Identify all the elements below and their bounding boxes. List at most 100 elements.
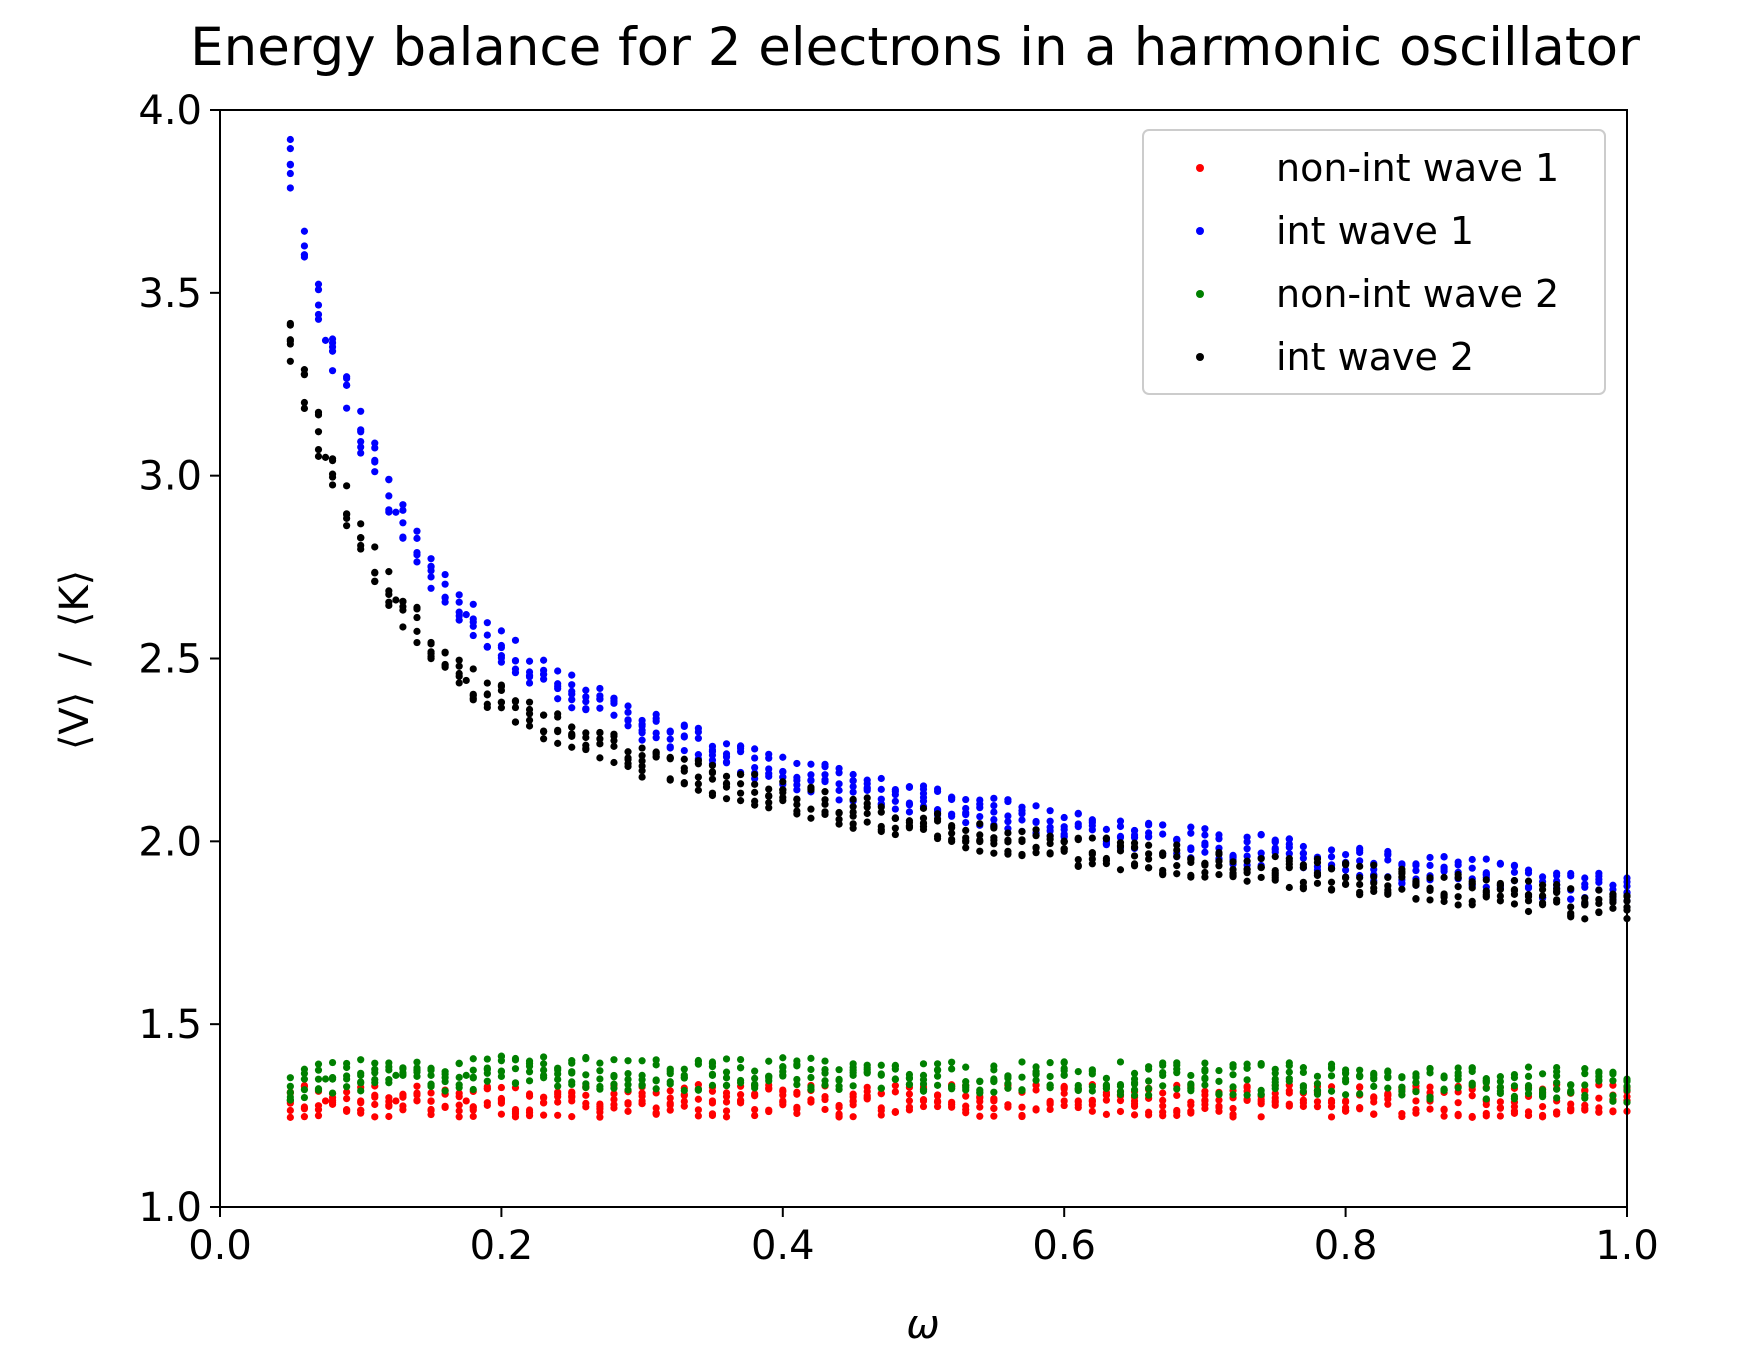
data-point <box>1046 1105 1054 1113</box>
data-point <box>1538 885 1547 894</box>
data-point <box>1046 835 1054 843</box>
data-point <box>1426 861 1434 869</box>
data-point <box>1046 817 1054 825</box>
data-point <box>1454 1099 1462 1107</box>
data-point <box>328 335 337 343</box>
data-point <box>1313 869 1322 877</box>
data-point <box>511 698 520 706</box>
data-point <box>413 558 421 566</box>
data-point <box>1173 841 1181 849</box>
data-point <box>525 1112 534 1120</box>
data-point <box>1553 869 1561 877</box>
data-point <box>1327 846 1336 854</box>
data-point <box>708 775 717 783</box>
data-point <box>624 1057 632 1065</box>
data-point <box>441 570 449 579</box>
data-point <box>427 555 435 563</box>
data-point <box>1215 1107 1223 1115</box>
data-point <box>976 847 984 855</box>
legend-label: int wave 2 <box>1276 335 1474 379</box>
data-point <box>652 729 660 737</box>
data-point <box>919 804 928 812</box>
data-point <box>751 1080 759 1088</box>
data-point <box>1201 1096 1209 1104</box>
data-point <box>948 829 956 837</box>
data-point <box>314 315 323 323</box>
data-point <box>1159 1102 1167 1110</box>
data-point <box>1271 1094 1279 1102</box>
data-point <box>1412 877 1420 885</box>
data-point <box>385 1076 393 1084</box>
data-point <box>314 1066 323 1074</box>
data-point <box>596 1075 604 1083</box>
data-point <box>328 456 337 465</box>
data-point <box>554 667 562 675</box>
data-point <box>469 600 477 608</box>
series-2 <box>286 1052 1631 1106</box>
x-axis-label: ω <box>906 1302 940 1348</box>
data-point <box>638 744 646 752</box>
data-point <box>469 1085 477 1094</box>
data-point <box>314 1060 323 1068</box>
data-point <box>1468 855 1476 864</box>
data-point <box>694 734 702 742</box>
data-point <box>511 1056 520 1064</box>
data-point <box>666 1099 674 1107</box>
x-tick-label: 1.0 <box>1595 1223 1659 1269</box>
data-point <box>1553 888 1561 897</box>
data-point <box>976 804 984 812</box>
data-point <box>441 1103 449 1112</box>
data-point <box>1412 895 1420 903</box>
data-point <box>1426 885 1434 893</box>
data-point <box>427 1071 435 1079</box>
data-point <box>328 481 337 489</box>
data-point <box>399 1070 407 1078</box>
data-point <box>1201 839 1209 847</box>
data-point <box>286 319 294 328</box>
chart-title: Energy balance for 2 electrons in a harm… <box>190 17 1640 78</box>
data-point <box>1412 866 1420 875</box>
data-point <box>357 426 365 434</box>
data-point <box>427 648 435 656</box>
data-point <box>722 759 731 767</box>
data-point <box>1510 1070 1519 1079</box>
data-point <box>413 551 421 559</box>
data-point <box>462 611 470 619</box>
data-point <box>933 810 942 818</box>
data-point <box>835 786 843 794</box>
data-point <box>1440 873 1448 881</box>
data-point <box>483 1101 491 1109</box>
data-point <box>807 814 815 822</box>
data-point <box>1609 890 1617 898</box>
data-point <box>300 242 309 250</box>
data-point <box>314 445 323 454</box>
data-point <box>863 776 871 784</box>
data-point <box>694 1112 702 1120</box>
data-point <box>357 1069 365 1077</box>
data-point <box>568 1069 576 1077</box>
data-point <box>1609 904 1617 912</box>
data-point <box>385 601 393 610</box>
data-point <box>919 823 928 831</box>
data-point <box>990 808 998 816</box>
data-point <box>962 1102 970 1110</box>
data-point <box>821 1069 829 1077</box>
data-point <box>1342 850 1350 859</box>
data-point <box>1510 886 1519 894</box>
data-point <box>385 492 393 500</box>
data-point <box>1173 1069 1181 1077</box>
data-point <box>1342 1078 1350 1086</box>
data-point <box>1018 836 1026 844</box>
data-point <box>1116 1082 1125 1090</box>
data-point <box>399 534 407 542</box>
data-point <box>1088 834 1096 842</box>
data-point <box>1524 1063 1533 1071</box>
data-point <box>1116 842 1125 851</box>
data-point <box>1173 846 1181 854</box>
data-point <box>1145 841 1153 849</box>
data-point <box>483 1084 491 1092</box>
data-point <box>371 1075 379 1084</box>
data-point <box>765 1077 773 1085</box>
data-point <box>835 1075 843 1083</box>
